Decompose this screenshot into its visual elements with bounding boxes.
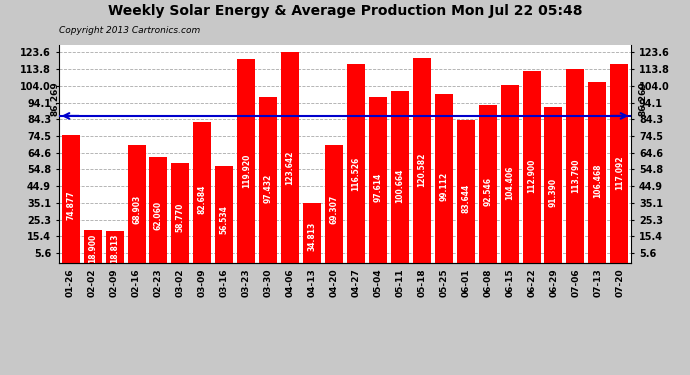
Text: 119.920: 119.920 (241, 154, 250, 188)
Text: 99.112: 99.112 (440, 172, 449, 201)
Bar (589, 82, 607, 262)
Bar (522, 70, 540, 262)
Text: 123.642: 123.642 (286, 151, 295, 185)
Text: 05-11: 05-11 (395, 268, 404, 297)
Bar (347, 64, 365, 262)
Text: 01-26: 01-26 (65, 268, 74, 297)
Bar (281, 53, 299, 262)
Text: 97.432: 97.432 (264, 173, 273, 202)
Text: Weekly Solar Energy & Average Production Mon Jul 22 05:48: Weekly Solar Energy & Average Production… (108, 4, 582, 18)
Text: 34.813: 34.813 (308, 221, 317, 251)
Bar (369, 97, 387, 262)
Bar (435, 94, 453, 262)
Bar (171, 163, 190, 262)
Text: 97.614: 97.614 (373, 173, 382, 202)
Text: 03-09: 03-09 (197, 268, 206, 297)
Text: 07-20: 07-20 (616, 268, 625, 297)
Text: 116.526: 116.526 (351, 156, 360, 190)
Bar (500, 85, 519, 262)
Text: 06-08: 06-08 (484, 268, 493, 297)
Text: 92.546: 92.546 (483, 177, 492, 206)
Bar (193, 122, 211, 262)
Bar (566, 69, 584, 262)
Bar (303, 203, 321, 262)
Bar (479, 105, 497, 262)
Text: 56.534: 56.534 (220, 205, 229, 234)
Text: 91.390: 91.390 (549, 178, 558, 207)
Text: 82.684: 82.684 (198, 184, 207, 214)
Text: 69.307: 69.307 (330, 195, 339, 224)
Text: 05-04: 05-04 (373, 268, 382, 297)
Text: 03-16: 03-16 (219, 268, 228, 297)
Text: 117.092: 117.092 (615, 156, 624, 190)
Text: 120.582: 120.582 (417, 153, 426, 188)
Bar (391, 92, 409, 262)
Text: 62.060: 62.060 (154, 201, 163, 230)
Text: 02-09: 02-09 (109, 268, 118, 297)
Text: 06-15: 06-15 (506, 268, 515, 297)
Text: 04-13: 04-13 (308, 268, 317, 297)
Text: 86.269: 86.269 (638, 81, 647, 116)
Bar (544, 107, 562, 262)
Text: 02-16: 02-16 (131, 268, 140, 297)
Text: Copyright 2013 Cartronics.com: Copyright 2013 Cartronics.com (59, 26, 200, 35)
Text: 03-23: 03-23 (241, 268, 250, 297)
Bar (61, 135, 80, 262)
Text: 06-22: 06-22 (528, 268, 537, 297)
Text: 07-06: 07-06 (572, 268, 581, 297)
Text: 04-27: 04-27 (351, 268, 360, 297)
Bar (457, 120, 475, 262)
Text: 03-02: 03-02 (175, 268, 184, 297)
Text: 02-23: 02-23 (153, 268, 162, 297)
Text: 74.877: 74.877 (66, 190, 75, 220)
Text: 05-25: 05-25 (440, 268, 449, 297)
Text: 05-18: 05-18 (417, 268, 426, 297)
Text: 104.406: 104.406 (505, 165, 514, 200)
Text: 100.664: 100.664 (395, 168, 404, 203)
Text: 58.770: 58.770 (176, 203, 185, 232)
Text: 113.790: 113.790 (571, 158, 580, 193)
Bar (325, 145, 343, 262)
Text: 83.644: 83.644 (461, 184, 470, 213)
Bar (259, 97, 277, 262)
Text: 112.900: 112.900 (527, 159, 536, 194)
Text: 02-02: 02-02 (87, 268, 96, 297)
Text: 07-13: 07-13 (594, 268, 603, 297)
Bar (237, 59, 255, 262)
Text: 106.468: 106.468 (593, 164, 602, 198)
Bar (83, 230, 101, 262)
Text: 86.269: 86.269 (51, 81, 60, 116)
Text: 18.900: 18.900 (88, 233, 97, 262)
Text: 06-29: 06-29 (550, 268, 559, 297)
Bar (215, 166, 233, 262)
Bar (106, 231, 124, 262)
Bar (610, 63, 629, 262)
Text: 68.903: 68.903 (132, 195, 141, 225)
Bar (150, 157, 168, 262)
Text: 06-01: 06-01 (462, 268, 471, 297)
Text: 03-30: 03-30 (264, 268, 273, 297)
Text: 18.813: 18.813 (110, 233, 119, 263)
Text: 04-06: 04-06 (286, 268, 295, 297)
Bar (413, 58, 431, 262)
Text: 04-20: 04-20 (330, 268, 339, 297)
Bar (128, 146, 146, 262)
